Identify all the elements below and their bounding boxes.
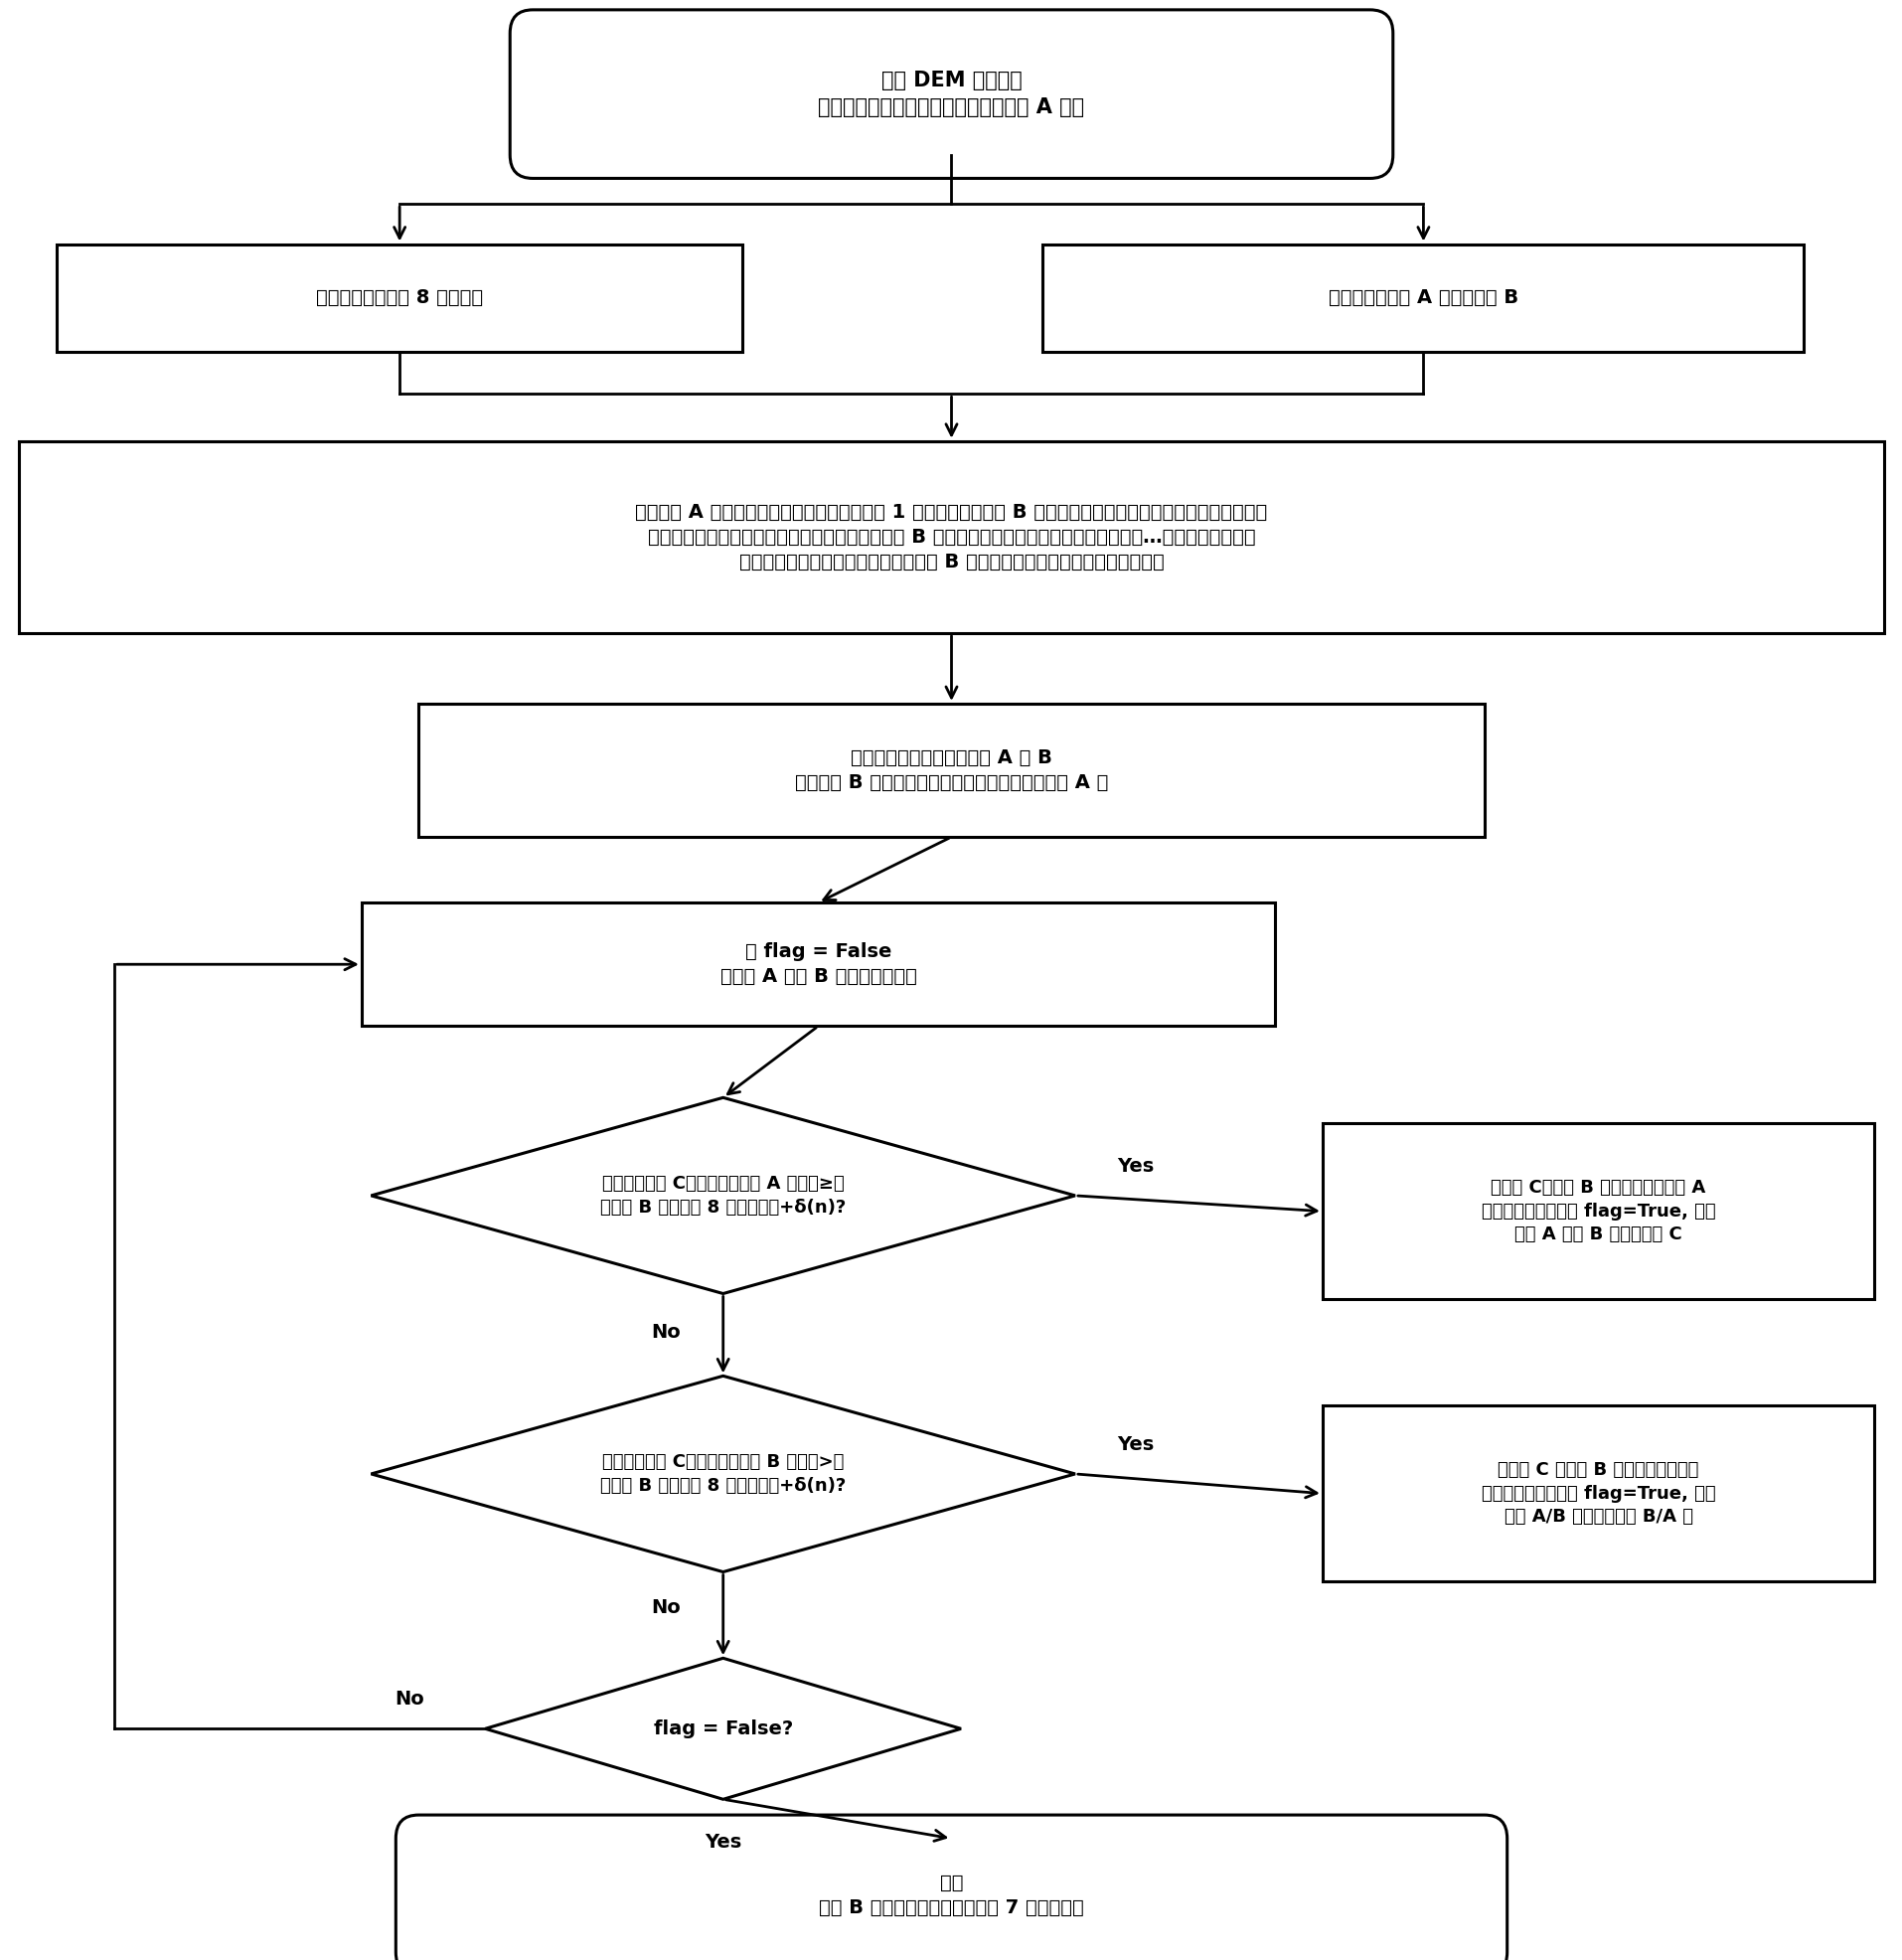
FancyBboxPatch shape (1322, 1405, 1873, 1582)
FancyBboxPatch shape (510, 10, 1392, 178)
Text: 对于任一栅格 C，如果其在数组 A 中的值≥其
在数组 B 中相邻的 8 个栅格的值+δ(n)?: 对于任一栅格 C，如果其在数组 A 中的值≥其 在数组 B 中相邻的 8 个栅格… (599, 1174, 846, 1217)
FancyBboxPatch shape (57, 243, 742, 353)
Text: 结束
数组 B 中第一类填洼完成，其他 7 类方法相同: 结束 数组 B 中第一类填洼完成，其他 7 类方法相同 (818, 1874, 1084, 1917)
Text: 对于数组 A 中的每一个元素，如果其值小于第 1 分位数，则将数组 B 中对应位置的值全部赋值为第一分位数；如果
其值小于第二分位数且大于第一分位数，则将数组 : 对于数组 A 中的每一个元素，如果其值小于第 1 分位数，则将数组 B 中对应位… (635, 504, 1267, 570)
Text: 创建两个完全一样的栈：栈 A 和 B
并将数组 B 中值为第一分位数的位置信息存储在栈 A 中: 创建两个完全一样的栈：栈 A 和 B 并将数组 B 中值为第一分位数的位置信息存… (795, 749, 1107, 792)
Text: No: No (394, 1690, 424, 1709)
Polygon shape (371, 1376, 1075, 1572)
Text: Yes: Yes (1116, 1156, 1155, 1176)
FancyBboxPatch shape (19, 441, 1883, 633)
Text: Yes: Yes (1116, 1435, 1155, 1454)
Text: No: No (650, 1323, 681, 1343)
Text: 计算出高程数据的 8 个分位数: 计算出高程数据的 8 个分位数 (316, 288, 483, 308)
Text: 对于任一栅格 C，如果其在数组 B 中的值>其
在数组 B 中相邻的 8 个栅格的值+δ(n)?: 对于任一栅格 C，如果其在数组 B 中的值>其 在数组 B 中相邻的 8 个栅格… (599, 1452, 846, 1495)
Polygon shape (485, 1658, 961, 1799)
Text: 创建一个大小和 A 一样的数组 B: 创建一个大小和 A 一样的数组 B (1328, 288, 1518, 308)
Text: 将栅格 C 在数组 B 中的值赋值为这一
相邻栅格的值，并令 flag=True, 同时
将栈 A/B 中元素移到栈 B/A 中: 将栅格 C 在数组 B 中的值赋值为这一 相邻栅格的值，并令 flag=True… (1480, 1460, 1716, 1527)
FancyBboxPatch shape (396, 1815, 1506, 1960)
Text: 输入 DEM 栅格数据
（除边界以外的所有点存储在二维数组 A 中）: 输入 DEM 栅格数据 （除边界以外的所有点存储在二维数组 A 中） (818, 71, 1084, 118)
FancyBboxPatch shape (418, 704, 1484, 837)
FancyBboxPatch shape (1042, 243, 1803, 353)
Text: Yes: Yes (704, 1833, 742, 1852)
FancyBboxPatch shape (361, 902, 1274, 1027)
Polygon shape (371, 1098, 1075, 1294)
Text: 将栅格 C在数组 B 中的值赋值为数组 A
对应位置的值，并令 flag=True, 同时
从栈 A 或栈 B 中删除栅格 C: 将栅格 C在数组 B 中的值赋值为数组 A 对应位置的值，并令 flag=Tru… (1480, 1178, 1716, 1245)
Text: No: No (650, 1597, 681, 1617)
Text: 令 flag = False
对于栈 A 或栈 B 中的每一个元素: 令 flag = False 对于栈 A 或栈 B 中的每一个元素 (719, 943, 917, 986)
Text: flag = False?: flag = False? (652, 1719, 793, 1739)
FancyBboxPatch shape (1322, 1123, 1873, 1299)
